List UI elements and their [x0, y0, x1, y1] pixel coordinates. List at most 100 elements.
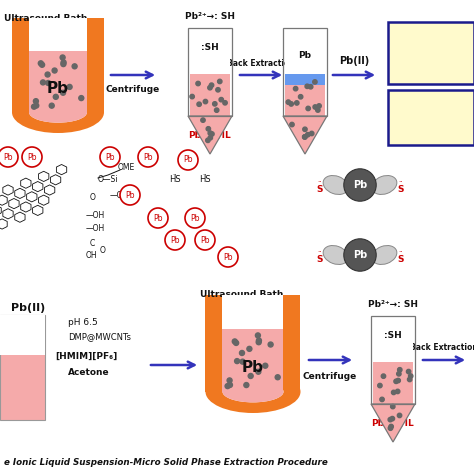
- Circle shape: [38, 61, 43, 66]
- Circle shape: [306, 106, 310, 110]
- Circle shape: [395, 389, 400, 393]
- Text: O: O: [100, 246, 106, 255]
- Text: ··: ··: [317, 249, 322, 255]
- Circle shape: [72, 64, 77, 69]
- Text: Pb(II): Pb(II): [11, 303, 45, 313]
- Polygon shape: [283, 116, 327, 154]
- Bar: [373, 316, 413, 362]
- Circle shape: [303, 135, 307, 139]
- Text: ··: ··: [173, 172, 177, 178]
- Text: ··: ··: [398, 179, 403, 185]
- Ellipse shape: [222, 381, 283, 402]
- Circle shape: [32, 104, 36, 109]
- Text: Pb: Pb: [170, 236, 180, 245]
- Text: Pb: Pb: [3, 153, 13, 162]
- Text: OME: OME: [118, 164, 135, 173]
- Circle shape: [61, 62, 66, 66]
- Circle shape: [195, 230, 215, 250]
- Bar: [29, 51, 87, 112]
- Circle shape: [201, 118, 205, 122]
- Circle shape: [61, 90, 65, 95]
- Circle shape: [256, 338, 262, 343]
- Text: —OH: —OH: [86, 210, 105, 219]
- Text: :SH: :SH: [384, 331, 402, 340]
- Bar: [0, 315, 45, 355]
- Circle shape: [240, 359, 245, 364]
- Circle shape: [208, 85, 212, 90]
- Circle shape: [389, 424, 393, 428]
- Circle shape: [234, 340, 238, 346]
- Text: Pb(II): Pb(II): [339, 56, 369, 66]
- Text: Centrifuge: Centrifuge: [303, 372, 357, 381]
- Circle shape: [290, 122, 294, 127]
- Circle shape: [206, 138, 210, 143]
- Circle shape: [67, 84, 72, 90]
- Text: HS: HS: [169, 175, 181, 184]
- Circle shape: [275, 375, 280, 380]
- Circle shape: [216, 88, 220, 92]
- Circle shape: [302, 135, 307, 139]
- Circle shape: [305, 84, 310, 89]
- Circle shape: [344, 239, 376, 271]
- Bar: [206, 295, 222, 392]
- Circle shape: [310, 131, 314, 136]
- Text: Pb: Pb: [190, 213, 200, 222]
- Text: Pb: Pb: [105, 153, 115, 162]
- Circle shape: [203, 100, 208, 104]
- Text: ··: ··: [203, 172, 207, 178]
- Text: S: S: [316, 255, 323, 264]
- Polygon shape: [188, 116, 232, 154]
- Text: Pb: Pb: [125, 191, 135, 200]
- Text: pH 6.5: pH 6.5: [68, 318, 98, 327]
- Bar: [222, 295, 283, 392]
- Circle shape: [248, 374, 253, 378]
- Circle shape: [227, 378, 232, 383]
- Circle shape: [378, 383, 382, 388]
- Circle shape: [225, 383, 230, 389]
- Circle shape: [22, 147, 42, 167]
- Text: Pb: Pb: [153, 213, 163, 222]
- Circle shape: [61, 60, 66, 65]
- Bar: [285, 28, 325, 74]
- Circle shape: [344, 169, 376, 201]
- Circle shape: [313, 80, 317, 84]
- Circle shape: [256, 340, 261, 345]
- Text: S: S: [397, 255, 404, 264]
- Bar: [388, 90, 474, 145]
- Circle shape: [45, 72, 50, 77]
- Text: ··: ··: [398, 249, 403, 255]
- Circle shape: [309, 84, 313, 89]
- Circle shape: [210, 83, 214, 87]
- Bar: [190, 28, 230, 74]
- Circle shape: [409, 374, 413, 378]
- Circle shape: [268, 342, 273, 347]
- Text: Acetone: Acetone: [68, 368, 109, 377]
- Text: Pb: Pb: [223, 253, 233, 262]
- Bar: [373, 362, 413, 404]
- Text: C: C: [90, 238, 95, 247]
- Ellipse shape: [29, 102, 87, 123]
- Text: O: O: [90, 193, 96, 202]
- Bar: [29, 18, 87, 112]
- Bar: [87, 18, 104, 112]
- Text: OH: OH: [86, 250, 98, 259]
- Circle shape: [52, 68, 57, 73]
- Text: [HMIM][PF₆]: [HMIM][PF₆]: [55, 352, 117, 361]
- Circle shape: [397, 413, 402, 418]
- Circle shape: [286, 100, 291, 104]
- Text: Pb: Pb: [47, 81, 69, 95]
- Bar: [285, 74, 325, 85]
- Bar: [283, 295, 301, 392]
- Circle shape: [293, 86, 298, 91]
- Bar: [283, 28, 327, 116]
- Text: Pb: Pb: [353, 180, 367, 190]
- Circle shape: [34, 103, 39, 108]
- Text: Pb²⁺→: SH: Pb²⁺→: SH: [185, 12, 235, 21]
- Circle shape: [306, 132, 310, 137]
- Circle shape: [408, 377, 412, 382]
- Circle shape: [218, 247, 238, 267]
- Circle shape: [295, 101, 299, 105]
- Text: —OH: —OH: [86, 224, 105, 233]
- Text: Ultrasound Bath: Ultrasound Bath: [200, 290, 283, 299]
- Circle shape: [49, 103, 54, 108]
